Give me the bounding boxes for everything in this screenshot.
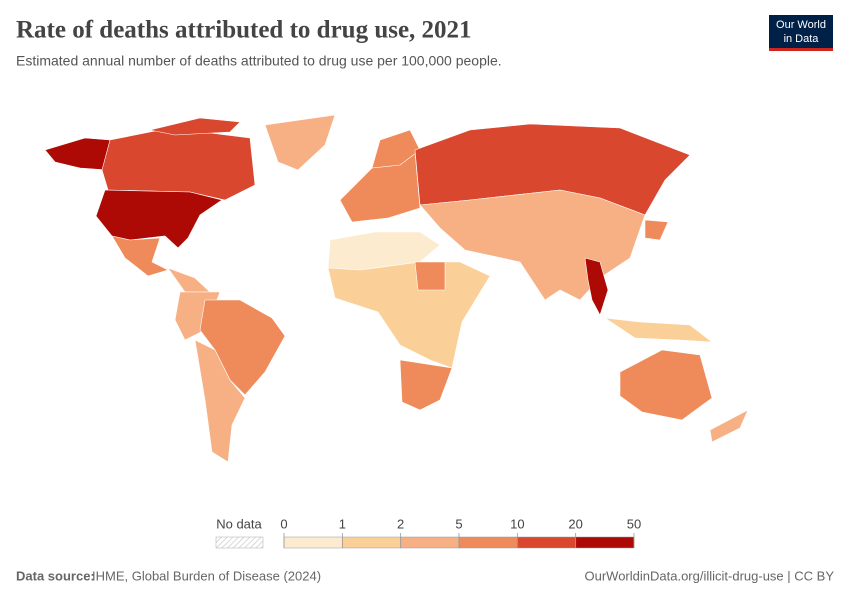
legend-tick-label: 10 (510, 516, 524, 531)
country (371, 129, 421, 169)
legend-bin (575, 536, 635, 549)
legend-bin (400, 536, 460, 549)
country (709, 409, 749, 443)
legend-no-data-swatch (215, 536, 264, 549)
country (167, 267, 211, 293)
country (95, 189, 223, 249)
logo-text: in Data (784, 33, 820, 45)
legend-tick-label: 0 (280, 516, 287, 531)
country (101, 127, 256, 201)
country (619, 349, 713, 421)
legend-bin (283, 536, 343, 549)
legend-no-data-label: No data (216, 516, 262, 531)
country (199, 299, 286, 396)
source-label: Data source: (16, 568, 95, 583)
country (327, 261, 491, 369)
legend-tick-label: 20 (568, 516, 582, 531)
legend-bin (517, 536, 576, 549)
legend-bin (458, 536, 518, 549)
legend-tick-label: 1 (339, 516, 346, 531)
logo[interactable]: Our World in Data (769, 15, 833, 51)
legend-tick-label: 2 (397, 516, 404, 531)
country (194, 339, 246, 463)
footer-link[interactable]: OurWorldinData.org/illicit-drug-use | CC… (585, 568, 835, 583)
logo-text: Our World (776, 19, 826, 31)
country (111, 235, 169, 277)
legend: No data 0 1 2 5 10 20 50 (215, 516, 641, 549)
legend-tick-label: 5 (455, 516, 462, 531)
country (44, 137, 111, 171)
country (264, 114, 336, 171)
country (584, 257, 609, 316)
legend-tick-label: 50 (627, 516, 641, 531)
country (399, 359, 453, 411)
country (414, 261, 446, 291)
subtitle: Estimated annual number of deaths attrib… (16, 53, 502, 69)
country (149, 117, 241, 136)
title: Rate of deaths attributed to drug use, 2… (16, 17, 472, 44)
source: IHME, Global Burden of Disease (2024) (92, 568, 321, 583)
country (644, 219, 669, 241)
logo-box (769, 15, 833, 48)
country (604, 317, 713, 343)
legend-bin (342, 536, 401, 549)
logo-bar (769, 48, 833, 51)
world-map (44, 114, 749, 463)
